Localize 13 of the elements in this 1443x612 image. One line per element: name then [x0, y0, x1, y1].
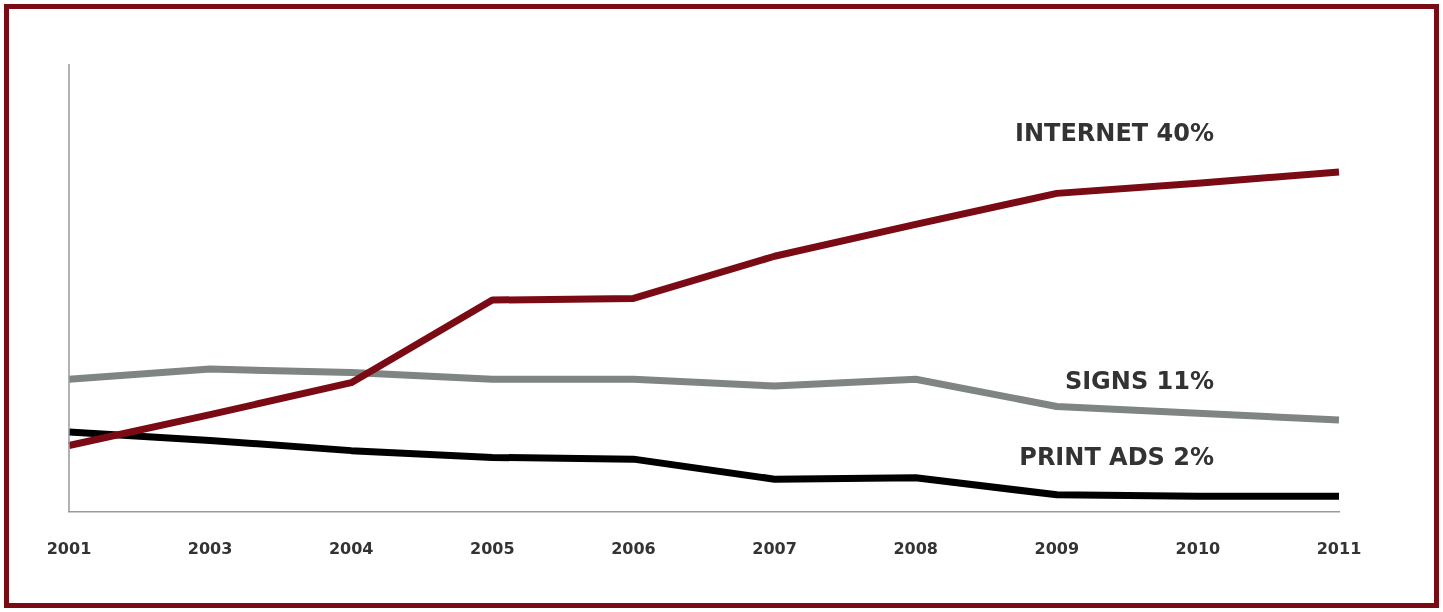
series-label: SIGNS 11%: [1064, 367, 1214, 396]
x-tick-label: 2008: [893, 538, 938, 558]
x-tick-label: 2003: [187, 538, 233, 558]
x-tick-label: 2010: [1175, 538, 1221, 558]
x-tick-label: 2009: [1034, 538, 1080, 558]
series-label: PRINT ADS 2%: [1019, 443, 1214, 472]
series-label: INTERNET 40%: [1015, 119, 1214, 148]
x-tick-label: 2011: [1316, 538, 1362, 558]
x-tick-label: 2005: [470, 538, 515, 558]
x-tick-label: 2004: [328, 538, 374, 558]
x-tick-label: 2006: [611, 538, 656, 558]
x-tick-label: 2007: [752, 538, 797, 558]
x-tick-label: 2001: [46, 538, 92, 558]
